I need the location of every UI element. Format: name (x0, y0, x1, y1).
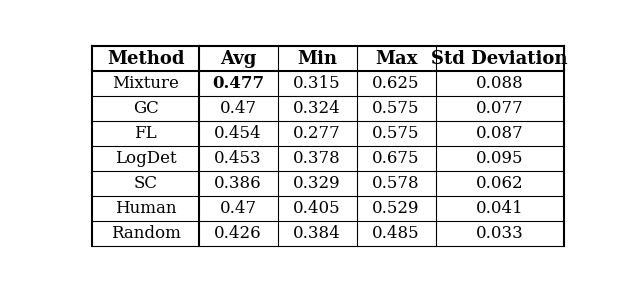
Text: 0.575: 0.575 (372, 125, 420, 142)
Text: GC: GC (132, 100, 158, 117)
Text: 0.386: 0.386 (214, 175, 262, 192)
Text: 0.454: 0.454 (214, 125, 262, 142)
Text: 0.575: 0.575 (372, 100, 420, 117)
Text: Avg: Avg (220, 50, 256, 68)
Text: Method: Method (107, 50, 184, 68)
Text: 0.087: 0.087 (476, 125, 524, 142)
Text: 0.453: 0.453 (214, 150, 262, 167)
Text: LogDet: LogDet (115, 150, 177, 167)
Text: 0.625: 0.625 (372, 75, 420, 92)
Text: 0.405: 0.405 (293, 200, 341, 217)
Text: 0.041: 0.041 (476, 200, 524, 217)
Text: 0.477: 0.477 (212, 75, 264, 92)
Text: 0.033: 0.033 (476, 225, 524, 242)
Text: 0.578: 0.578 (372, 175, 420, 192)
Text: 0.675: 0.675 (372, 150, 420, 167)
Text: Random: Random (111, 225, 180, 242)
Text: 0.077: 0.077 (476, 100, 524, 117)
Text: 0.485: 0.485 (372, 225, 420, 242)
Text: 0.095: 0.095 (476, 150, 524, 167)
Text: 0.47: 0.47 (220, 100, 257, 117)
Text: 0.47: 0.47 (220, 200, 257, 217)
Text: Human: Human (115, 200, 176, 217)
Text: FL: FL (134, 125, 157, 142)
Text: 0.329: 0.329 (293, 175, 341, 192)
Text: 0.062: 0.062 (476, 175, 524, 192)
Text: SC: SC (134, 175, 157, 192)
Text: 0.529: 0.529 (372, 200, 420, 217)
Text: Max: Max (375, 50, 417, 68)
Text: 0.426: 0.426 (214, 225, 262, 242)
Text: 0.277: 0.277 (293, 125, 341, 142)
Text: 0.324: 0.324 (293, 100, 341, 117)
Text: Mixture: Mixture (112, 75, 179, 92)
Text: 0.088: 0.088 (476, 75, 524, 92)
Text: Std Deviation: Std Deviation (431, 50, 568, 68)
Text: Min: Min (297, 50, 337, 68)
Text: 0.378: 0.378 (293, 150, 341, 167)
Text: 0.384: 0.384 (293, 225, 341, 242)
Text: 0.315: 0.315 (293, 75, 341, 92)
